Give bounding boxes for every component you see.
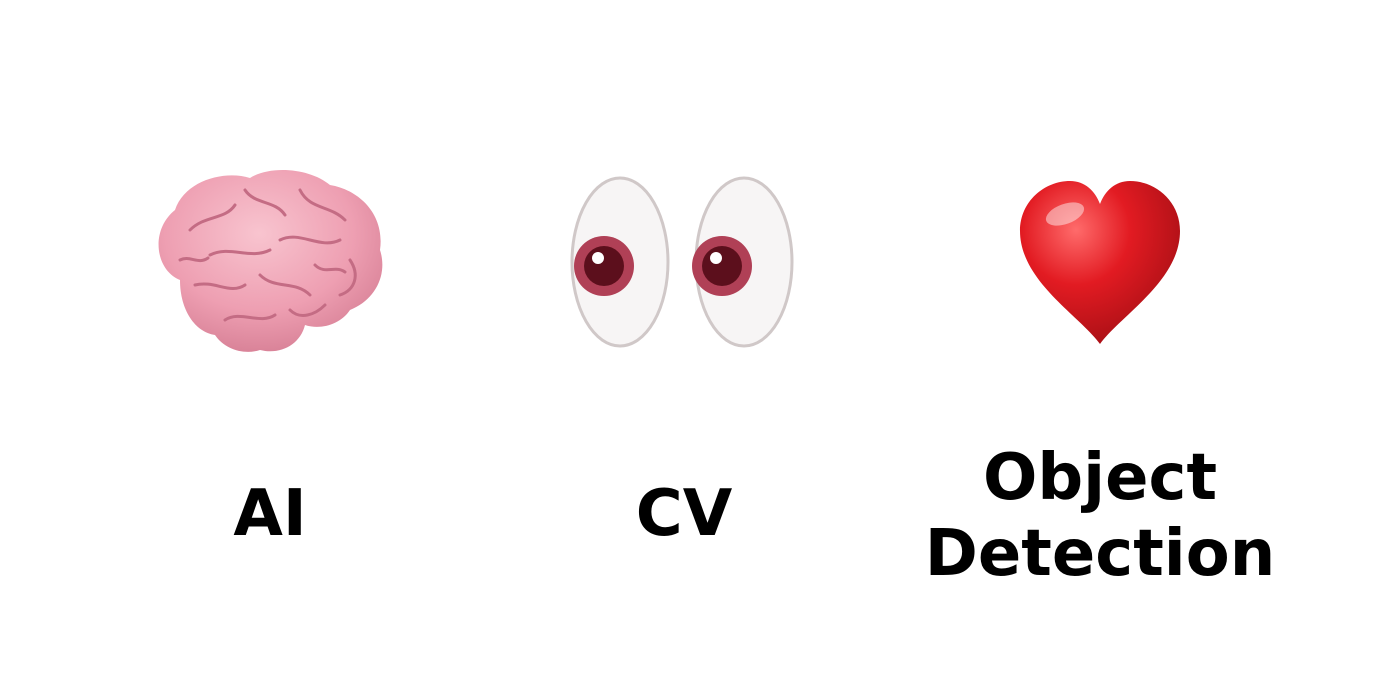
object-detection-label-line-1: Object [982, 441, 1218, 515]
cv-label: CV [635, 477, 733, 551]
object-detection-label: Object Detection [920, 440, 1280, 592]
object-detection-label-line-2: Detection [924, 517, 1276, 591]
brain-icon [158, 169, 383, 352]
heart-icon [1020, 181, 1180, 344]
ai-label: AI [233, 477, 307, 551]
eyes-icon [570, 176, 794, 348]
